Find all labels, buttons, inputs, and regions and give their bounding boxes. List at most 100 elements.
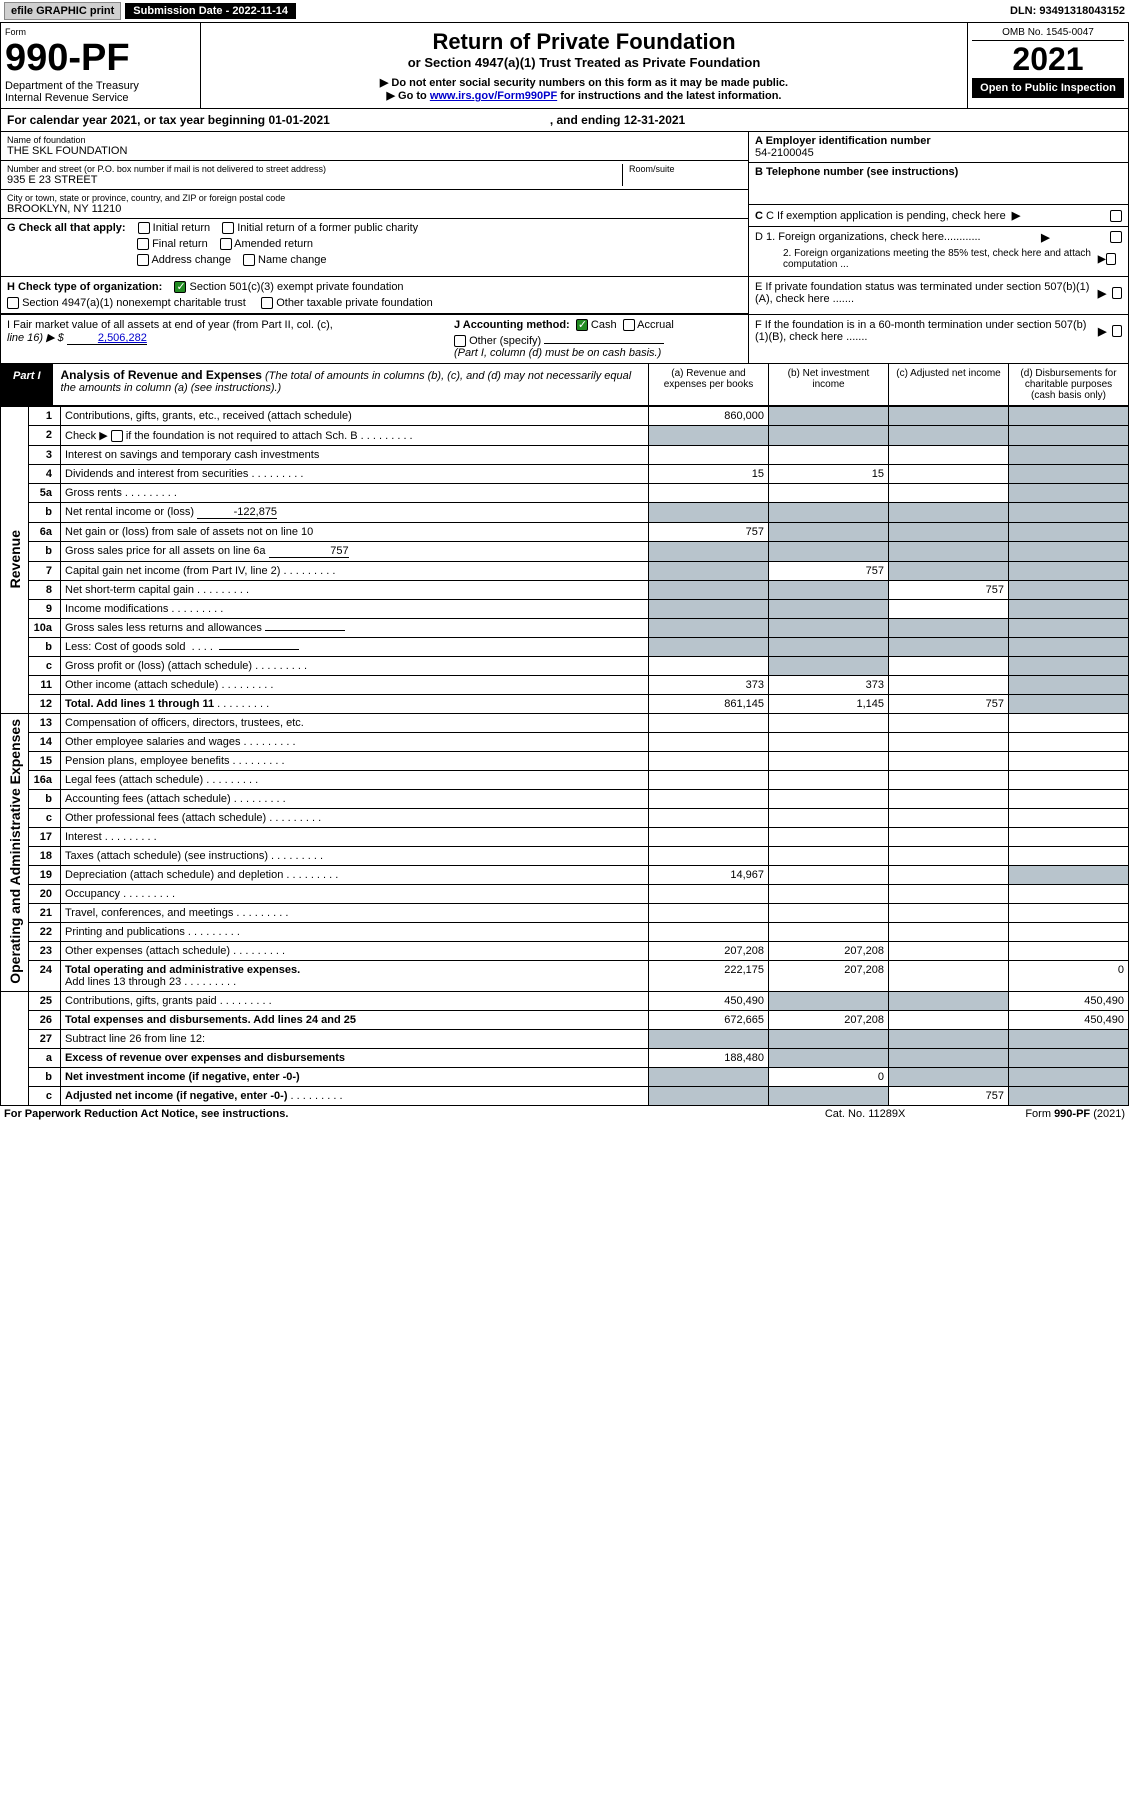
j-accrual-chk[interactable] xyxy=(623,319,635,331)
h-label: H Check type of organization: xyxy=(7,281,162,293)
efile-button[interactable]: efile GRAPHIC print xyxy=(4,2,121,20)
row-15: 15Pension plans, employee benefits xyxy=(1,752,1129,771)
col-d-hdr: (d) Disbursements for charitable purpose… xyxy=(1008,364,1128,405)
row-2: 2Check ▶ if the foundation is not requir… xyxy=(1,426,1129,446)
foundation-name: THE SKL FOUNDATION xyxy=(7,145,742,157)
part1-title: Analysis of Revenue and Expenses (The to… xyxy=(53,364,648,405)
row-6a: 6aNet gain or (loss) from sale of assets… xyxy=(1,523,1129,542)
part1-label: Part I xyxy=(1,364,53,405)
irs-link[interactable]: www.irs.gov/Form990PF xyxy=(430,90,557,102)
row-16a: 16aLegal fees (attach schedule) xyxy=(1,771,1129,790)
row-16b: bAccounting fees (attach schedule) xyxy=(1,790,1129,809)
row-27: 27Subtract line 26 from line 12: xyxy=(1,1030,1129,1049)
h2-text: Section 4947(a)(1) nonexempt charitable … xyxy=(22,297,246,309)
ein-value: 54-2100045 xyxy=(755,147,1122,159)
d1-label: D 1. Foreign organizations, check here..… xyxy=(755,231,981,244)
row-10b: bLess: Cost of goods sold . . . . xyxy=(1,638,1129,657)
form-subtitle: or Section 4947(a)(1) Trust Treated as P… xyxy=(207,55,961,70)
row-8: 8Net short-term capital gain757 xyxy=(1,581,1129,600)
row-11: 11Other income (attach schedule)373373 xyxy=(1,676,1129,695)
j-note: (Part I, column (d) must be on cash basi… xyxy=(454,347,661,359)
form-number: 990-PF xyxy=(5,37,196,80)
d1-chk[interactable] xyxy=(1110,231,1122,243)
row-21: 21Travel, conferences, and meetings xyxy=(1,904,1129,923)
g-label: G Check all that apply: xyxy=(7,222,126,234)
i-label: I Fair market value of all assets at end… xyxy=(7,319,442,331)
row-4: 4Dividends and interest from securities1… xyxy=(1,465,1129,484)
part1-header: Part I Analysis of Revenue and Expenses … xyxy=(0,364,1129,406)
amended-return-chk[interactable] xyxy=(220,238,232,250)
form-title: Return of Private Foundation xyxy=(207,29,961,55)
f-chk[interactable] xyxy=(1112,325,1122,337)
j-cash-chk[interactable] xyxy=(576,319,588,331)
city-state-zip: BROOKLYN, NY 11210 xyxy=(7,203,742,215)
row-7: 7Capital gain net income (from Part IV, … xyxy=(1,562,1129,581)
row-27b: bNet investment income (if negative, ent… xyxy=(1,1068,1129,1087)
d2-chk[interactable] xyxy=(1106,253,1116,265)
row-10a: 10aGross sales less returns and allowanc… xyxy=(1,619,1129,638)
c-label: C If exemption application is pending, c… xyxy=(766,210,1006,222)
ij-block: I Fair market value of all assets at end… xyxy=(0,315,1129,364)
fmv-value[interactable]: 2,506,282 xyxy=(67,332,147,345)
form-header: Form 990-PF Department of the Treasury I… xyxy=(0,22,1129,109)
revenue-label: Revenue xyxy=(7,530,23,588)
open-public: Open to Public Inspection xyxy=(972,78,1124,98)
row-5a: 5aGross rents xyxy=(1,484,1129,503)
e-label: E If private foundation status was termi… xyxy=(755,281,1092,305)
row-10c: cGross profit or (loss) (attach schedule… xyxy=(1,657,1129,676)
note-ssn: ▶ Do not enter social security numbers o… xyxy=(207,76,961,89)
h2-chk[interactable] xyxy=(7,297,19,309)
row-23: 23Other expenses (attach schedule)207,20… xyxy=(1,942,1129,961)
c-chk[interactable] xyxy=(1110,210,1122,222)
d2-label: 2. Foreign organizations meeting the 85%… xyxy=(783,248,1098,270)
initial-public-chk[interactable] xyxy=(222,222,234,234)
row-18: 18Taxes (attach schedule) (see instructi… xyxy=(1,847,1129,866)
row-26: 26Total expenses and disbursements. Add … xyxy=(1,1011,1129,1030)
h1-chk[interactable] xyxy=(174,281,186,293)
initial-return-chk[interactable] xyxy=(138,222,150,234)
row-16c: cOther professional fees (attach schedul… xyxy=(1,809,1129,828)
row-6b: bGross sales price for all assets on lin… xyxy=(1,542,1129,562)
identity-block: Name of foundation THE SKL FOUNDATION Nu… xyxy=(0,132,1129,277)
submission-date: Submission Date - 2022-11-14 xyxy=(125,3,296,19)
row-3: 3Interest on savings and temporary cash … xyxy=(1,446,1129,465)
row-27a: aExcess of revenue over expenses and dis… xyxy=(1,1049,1129,1068)
row-19: 19Depreciation (attach schedule) and dep… xyxy=(1,866,1129,885)
calendar-year-row: For calendar year 2021, or tax year begi… xyxy=(0,109,1129,132)
final-return-chk[interactable] xyxy=(137,238,149,250)
tax-year: 2021 xyxy=(972,41,1124,78)
row-5b: bNet rental income or (loss) -122,875 xyxy=(1,503,1129,523)
j-other-chk[interactable] xyxy=(454,335,466,347)
row-12: 12Total. Add lines 1 through 11861,1451,… xyxy=(1,695,1129,714)
footer: For Paperwork Reduction Act Notice, see … xyxy=(0,1106,1129,1122)
city-label: City or town, state or province, country… xyxy=(7,193,742,203)
row-25: 25Contributions, gifts, grants paid450,4… xyxy=(1,992,1129,1011)
h1-text: Section 501(c)(3) exempt private foundat… xyxy=(190,281,404,293)
name-label: Name of foundation xyxy=(7,135,742,145)
note-link: ▶ Go to www.irs.gov/Form990PF for instru… xyxy=(207,89,961,102)
room-label: Room/suite xyxy=(629,164,742,174)
row-13: Operating and Administrative Expenses 13… xyxy=(1,714,1129,733)
footer-right: Form 990-PF (2021) xyxy=(1025,1108,1125,1120)
addr-label: Number and street (or P.O. box number if… xyxy=(7,164,622,174)
dept: Department of the Treasury xyxy=(5,80,196,92)
hij-block: H Check type of organization: Section 50… xyxy=(0,277,1129,315)
a-label: A Employer identification number xyxy=(755,135,931,147)
omb-no: OMB No. 1545-0047 xyxy=(972,27,1124,41)
form-label: Form xyxy=(5,27,196,37)
f-label: F If the foundation is in a 60-month ter… xyxy=(755,319,1092,343)
j-label: J Accounting method: xyxy=(454,319,570,331)
row-1: Revenue 1Contributions, gifts, grants, e… xyxy=(1,407,1129,426)
address-change-chk[interactable] xyxy=(137,254,149,266)
row-9: 9Income modifications xyxy=(1,600,1129,619)
h3-chk[interactable] xyxy=(261,297,273,309)
name-change-chk[interactable] xyxy=(243,254,255,266)
row-22: 22Printing and publications xyxy=(1,923,1129,942)
row-17: 17Interest xyxy=(1,828,1129,847)
irs: Internal Revenue Service xyxy=(5,92,196,104)
schb-chk[interactable] xyxy=(111,430,123,442)
dln: DLN: 93491318043152 xyxy=(1010,5,1125,17)
e-chk[interactable] xyxy=(1112,287,1122,299)
col-c-hdr: (c) Adjusted net income xyxy=(888,364,1008,405)
footer-left: For Paperwork Reduction Act Notice, see … xyxy=(4,1108,288,1120)
